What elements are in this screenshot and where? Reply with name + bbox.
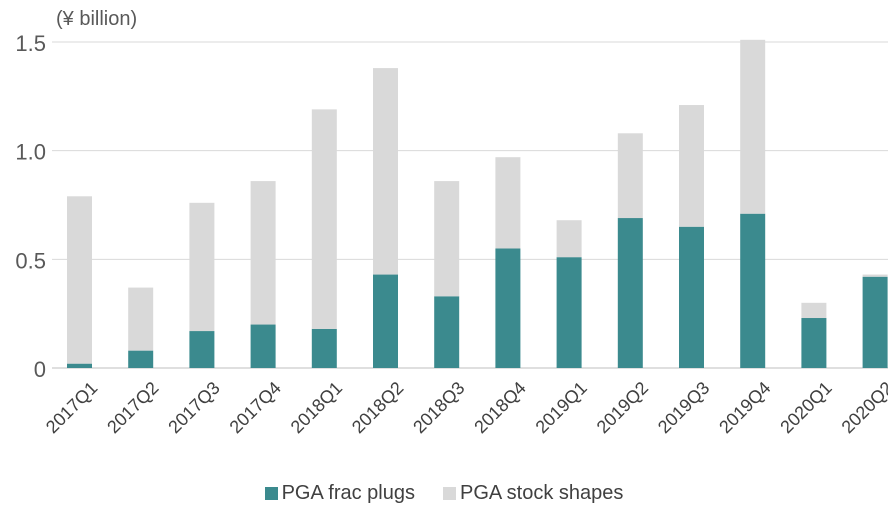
bar-stock-shapes bbox=[434, 181, 460, 297]
bar-stock-shapes bbox=[617, 133, 643, 219]
bar-frac-plugs bbox=[67, 363, 92, 368]
bar-stock-shapes bbox=[128, 287, 154, 351]
legend-swatch-frac-plugs bbox=[264, 487, 278, 500]
x-tick-label: 2019Q3 bbox=[654, 378, 713, 437]
x-tick-label: 2018Q1 bbox=[287, 378, 346, 437]
legend-swatch-stock-shapes bbox=[442, 487, 456, 500]
bar-stock-shapes bbox=[67, 196, 92, 364]
x-tick-label: 2017Q4 bbox=[226, 378, 285, 437]
bar-stock-shapes bbox=[862, 274, 888, 277]
bar-stock-shapes bbox=[189, 202, 215, 332]
x-tick-label: 2019Q1 bbox=[532, 378, 591, 437]
legend-label-stock-shapes: PGA stock shapes bbox=[459, 482, 624, 504]
legend-item-stock-shapes: PGA stock shapes bbox=[442, 482, 624, 505]
bar-frac-plugs bbox=[801, 318, 827, 368]
bar-stock-shapes bbox=[250, 181, 276, 325]
bar-stock-shapes bbox=[373, 68, 398, 275]
y-tick-label: 0 bbox=[34, 357, 46, 382]
y-unit-label: (¥ billion) bbox=[56, 8, 138, 30]
bar-stock-shapes bbox=[556, 220, 582, 258]
bar-frac-plugs bbox=[434, 296, 460, 368]
x-tick-label: 2017Q2 bbox=[103, 378, 162, 437]
bar-stock-shapes bbox=[740, 39, 766, 214]
x-tick-label: 2017Q3 bbox=[164, 378, 223, 437]
legend: PGA frac plugs PGA stock shapes bbox=[0, 482, 888, 505]
bar-frac-plugs bbox=[556, 257, 582, 368]
y-tick-label: 1.0 bbox=[15, 140, 46, 165]
bar-frac-plugs bbox=[373, 274, 398, 368]
x-tick-label: 2020Q2 bbox=[838, 378, 888, 437]
bar-frac-plugs bbox=[740, 213, 766, 368]
bar-frac-plugs bbox=[679, 226, 704, 368]
legend-label-frac-plugs: PGA frac plugs bbox=[281, 482, 415, 504]
x-tick-label: 2018Q3 bbox=[409, 378, 468, 437]
y-tick-label: 1.5 bbox=[15, 31, 46, 56]
legend-item-frac-plugs: PGA frac plugs bbox=[264, 482, 415, 505]
x-tick-label: 2019Q2 bbox=[593, 378, 652, 437]
bar-frac-plugs bbox=[495, 248, 521, 368]
bar-frac-plugs bbox=[250, 324, 276, 368]
bar-stock-shapes bbox=[679, 105, 704, 227]
x-tick-label: 2018Q4 bbox=[470, 378, 529, 437]
x-tick-label: 2019Q4 bbox=[715, 378, 774, 437]
bar-frac-plugs bbox=[617, 218, 643, 368]
bar-frac-plugs bbox=[862, 276, 888, 368]
x-tick-label: 2018Q2 bbox=[348, 378, 407, 437]
bar-stock-shapes bbox=[801, 302, 827, 319]
y-tick-label: 0.5 bbox=[15, 248, 46, 273]
x-tick-label: 2020Q1 bbox=[776, 378, 835, 437]
x-tick-label: 2017Q1 bbox=[42, 378, 101, 437]
bar-stock-shapes bbox=[311, 109, 337, 329]
bar-frac-plugs bbox=[189, 331, 215, 368]
bar-frac-plugs bbox=[128, 350, 154, 368]
bar-stock-shapes bbox=[495, 157, 521, 249]
bar-frac-plugs bbox=[311, 328, 337, 368]
